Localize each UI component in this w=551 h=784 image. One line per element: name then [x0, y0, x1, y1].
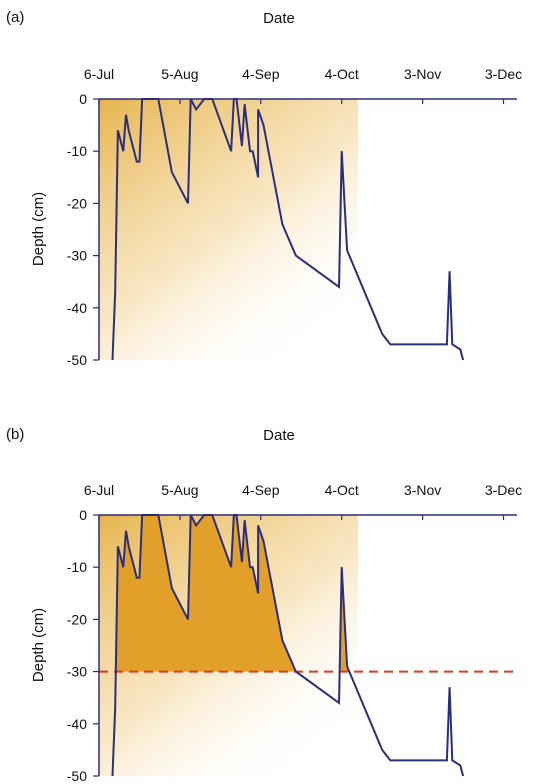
x-tick-label: 4-Sep — [242, 482, 280, 498]
y-tick-label: -10 — [67, 143, 87, 159]
panel-label: (a) — [6, 9, 24, 26]
y-tick-label: -50 — [67, 352, 87, 368]
chart-title: Date — [263, 427, 295, 444]
y-tick-label: -40 — [67, 716, 87, 732]
above-threshold-area — [115, 515, 350, 672]
x-tick-label: 3-Dec — [485, 66, 522, 82]
x-tick-label: 4-Oct — [325, 66, 359, 82]
chart-panel-a: (a) Date Depth (cm) 0 -10 -20 -30 -40 -50 6-Ju… — [6, 9, 522, 368]
y-tick-label: -20 — [67, 611, 87, 627]
x-tick-label: 3-Dec — [485, 482, 522, 498]
x-tick-label: 4-Sep — [242, 66, 280, 82]
x-tick-label: 3-Nov — [404, 482, 441, 498]
x-tick-label: 5-Aug — [161, 66, 198, 82]
x-tick-label: 4-Oct — [325, 482, 359, 498]
y-tick-label: -20 — [67, 195, 87, 211]
x-tick-label: 5-Aug — [161, 482, 198, 498]
y-tick-label: -30 — [67, 664, 87, 680]
chart-title: Date — [263, 10, 295, 27]
x-tick-label: 6-Jul — [84, 482, 114, 498]
chart-panel-b: (b) Date Depth (cm) 0 -10 -20 -30 -40 -50 6-Ju… — [6, 426, 522, 784]
y-tick-label: 0 — [79, 507, 87, 523]
x-tick-label: 3-Nov — [404, 66, 441, 82]
panel-label: (b) — [6, 426, 24, 443]
y-axis-label: Depth (cm) — [30, 192, 47, 266]
background-gradient-fill — [99, 99, 359, 360]
y-tick-label: -40 — [67, 300, 87, 316]
y-tick-label: -50 — [67, 768, 87, 784]
x-tick-label: 6-Jul — [84, 66, 114, 82]
y-tick-label: -30 — [67, 248, 87, 264]
y-axis-label: Depth (cm) — [30, 608, 47, 682]
y-tick-label: 0 — [79, 91, 87, 107]
y-tick-label: -10 — [67, 559, 87, 575]
